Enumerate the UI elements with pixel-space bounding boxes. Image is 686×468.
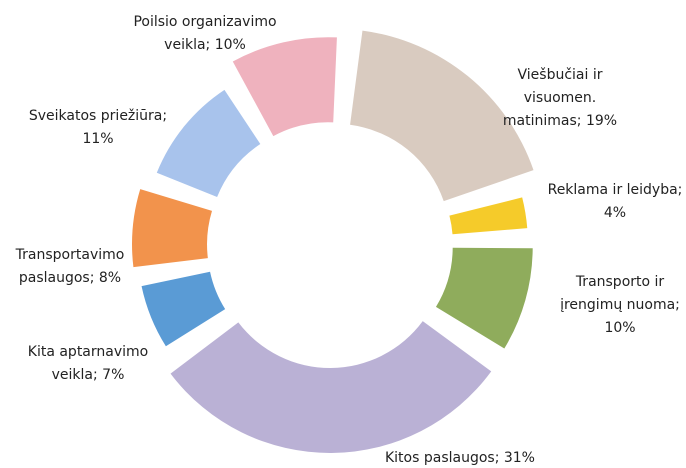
data-label: Transportavimo paslaugos; 8% <box>15 247 125 286</box>
data-label-line: įrengimų nuoma; <box>560 297 680 313</box>
data-label-line: 4% <box>604 205 626 221</box>
data-label-line: Kita aptarnavimo <box>28 344 148 360</box>
data-label: Viešbučiai ir visuomen. matinimas; 19% <box>503 67 617 129</box>
donut-segment <box>132 189 212 268</box>
donut-segment <box>435 247 533 349</box>
donut-segment <box>170 321 492 453</box>
data-label: Reklama ir leidyba; 4% <box>548 182 683 221</box>
data-label-line: Kitos paslaugos; 31% <box>385 450 535 466</box>
data-label-line: Reklama ir leidyba; <box>548 182 683 198</box>
donut-segment <box>232 37 337 137</box>
donut-segment <box>350 30 534 202</box>
data-label: Kitos paslaugos; 31% <box>385 450 535 466</box>
data-label-line: veikla; 7% <box>52 367 125 383</box>
donut-segment <box>141 271 226 347</box>
data-label-line: veikla; 10% <box>164 37 246 53</box>
data-label: Sveikatos priežiūra; 11% <box>29 108 167 147</box>
data-label-line: Viešbučiai ir <box>518 67 603 83</box>
data-label-line: Sveikatos priežiūra; <box>29 108 167 124</box>
data-label-line: Poilsio organizavimo <box>133 14 276 30</box>
data-label-line: matinimas; 19% <box>503 113 617 129</box>
donut-segment <box>156 89 261 198</box>
data-label-line: Transporto ir <box>575 274 665 290</box>
data-label: Transporto ir įrengimų nuoma; 10% <box>560 274 680 336</box>
data-label-line: 10% <box>604 320 635 336</box>
data-label-line: 11% <box>82 131 113 147</box>
data-label-line: paslaugos; 8% <box>19 270 121 286</box>
data-label-line: Transportavimo <box>15 247 125 263</box>
data-label: Poilsio organizavimo veikla; 10% <box>133 14 276 53</box>
donut-segment <box>449 197 528 235</box>
data-label-line: visuomen. <box>524 90 596 106</box>
data-label: Kita aptarnavimo veikla; 7% <box>28 344 148 383</box>
